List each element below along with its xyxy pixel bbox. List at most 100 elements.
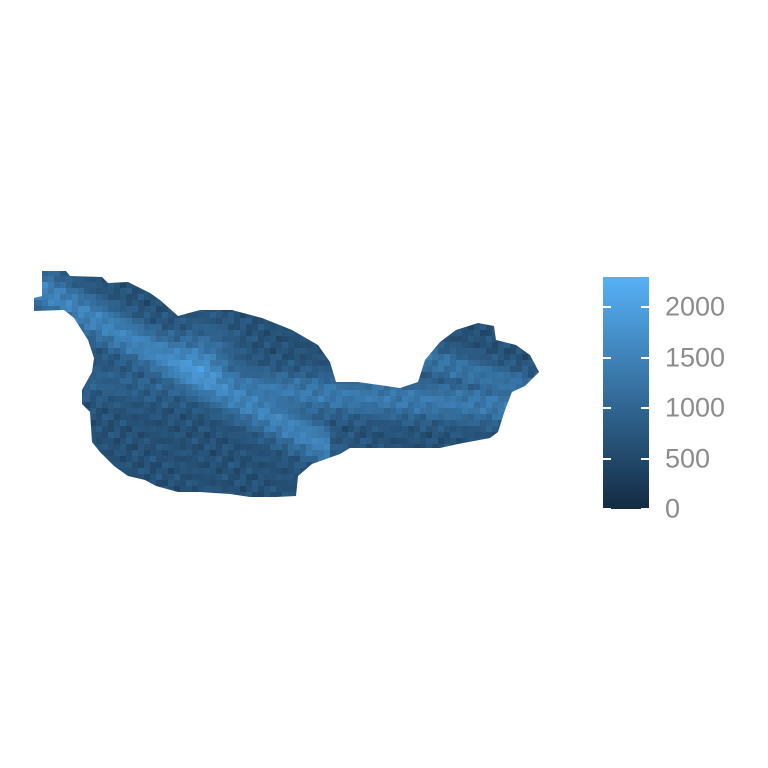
raster-cell <box>228 306 234 312</box>
raster-cell <box>420 378 426 384</box>
raster-cell <box>126 372 132 378</box>
raster-cell <box>270 276 276 282</box>
raster-cell <box>528 271 534 276</box>
raster-cell <box>420 462 426 468</box>
raster-cell <box>210 432 216 438</box>
raster-cell <box>234 426 240 432</box>
raster-cell <box>468 336 474 342</box>
raster-cell <box>378 438 384 444</box>
raster-cell <box>414 420 420 426</box>
raster-cell <box>34 318 36 324</box>
raster-cell <box>378 414 384 420</box>
raster-cell <box>264 282 270 288</box>
raster-cell <box>330 396 336 402</box>
raster-cell <box>480 498 486 504</box>
raster-cell <box>282 312 288 318</box>
raster-cell <box>354 420 360 426</box>
raster-cell <box>162 288 168 294</box>
raster-cell <box>312 468 318 474</box>
raster-cell <box>438 468 444 474</box>
raster-cell <box>138 384 144 390</box>
raster-cell <box>522 336 528 342</box>
raster-cell <box>132 271 138 276</box>
raster-cell <box>108 456 114 462</box>
raster-cell <box>468 360 474 366</box>
raster-cell <box>534 348 539 354</box>
raster-cell <box>90 306 96 312</box>
raster-cell <box>192 420 198 426</box>
raster-cell <box>216 492 222 497</box>
raster-cell <box>528 378 534 384</box>
raster-cell <box>120 336 126 342</box>
raster-cell <box>120 390 126 396</box>
raster-cell <box>486 288 492 294</box>
raster-cell <box>156 271 162 276</box>
raster-cell <box>156 462 162 468</box>
raster-cell <box>540 396 546 402</box>
raster-cell <box>402 498 408 504</box>
raster-cell <box>480 486 486 492</box>
raster-cell <box>504 282 510 288</box>
raster-cell <box>342 486 348 492</box>
raster-cell <box>150 462 156 468</box>
raster-cell <box>336 468 342 474</box>
legend-tick-label: 0 <box>665 493 681 524</box>
raster-cell <box>270 408 276 414</box>
raster-cell <box>402 312 408 318</box>
raster-cell <box>144 318 150 324</box>
raster-cell <box>348 300 354 306</box>
raster-cell <box>288 360 294 366</box>
raster-cell <box>492 390 498 396</box>
raster-cell <box>480 408 486 414</box>
raster-cell <box>450 300 456 306</box>
raster-cell <box>186 288 192 294</box>
raster-cell <box>282 360 288 366</box>
raster-cell <box>90 414 96 420</box>
raster-cell <box>114 288 120 294</box>
raster-cell <box>78 276 84 282</box>
raster-cell <box>270 390 276 396</box>
raster-cell <box>120 414 126 420</box>
raster-cell <box>432 366 438 372</box>
raster-cell <box>222 486 228 492</box>
raster-cell <box>498 420 504 426</box>
raster-cell <box>486 306 492 312</box>
raster-cell <box>180 474 186 480</box>
raster-cell <box>90 492 96 497</box>
raster-cell <box>510 462 516 468</box>
raster-cell <box>264 390 270 396</box>
raster-cell <box>198 312 204 318</box>
raster-cell <box>204 450 210 456</box>
raster-cell <box>516 360 522 366</box>
raster-cell <box>456 474 462 480</box>
raster-cell <box>180 336 186 342</box>
raster-cell <box>300 450 306 456</box>
raster-cell <box>504 474 510 480</box>
raster-cell <box>528 438 534 444</box>
raster-cell <box>102 384 108 390</box>
raster-cell <box>90 318 96 324</box>
raster-cell <box>270 342 276 348</box>
raster-cell <box>42 300 48 306</box>
raster-cell <box>72 271 78 276</box>
raster-cell <box>474 300 480 306</box>
raster-cell <box>420 282 426 288</box>
raster-cell <box>42 276 48 282</box>
raster-cell <box>528 480 534 486</box>
raster-cell <box>300 414 306 420</box>
raster-cell <box>330 300 336 306</box>
raster-cell <box>474 324 480 330</box>
raster-cell <box>132 414 138 420</box>
raster-cell <box>252 288 258 294</box>
raster-cell <box>378 342 384 348</box>
raster-cell <box>258 492 264 497</box>
raster-cell <box>72 432 78 438</box>
raster-cell <box>66 264 72 270</box>
raster-cell <box>252 324 258 330</box>
raster-cell <box>444 438 450 444</box>
raster-cell <box>78 402 84 408</box>
raster-cell <box>462 354 468 360</box>
raster-cell <box>54 276 60 282</box>
raster-cell <box>210 444 216 450</box>
raster-cell <box>402 378 408 384</box>
